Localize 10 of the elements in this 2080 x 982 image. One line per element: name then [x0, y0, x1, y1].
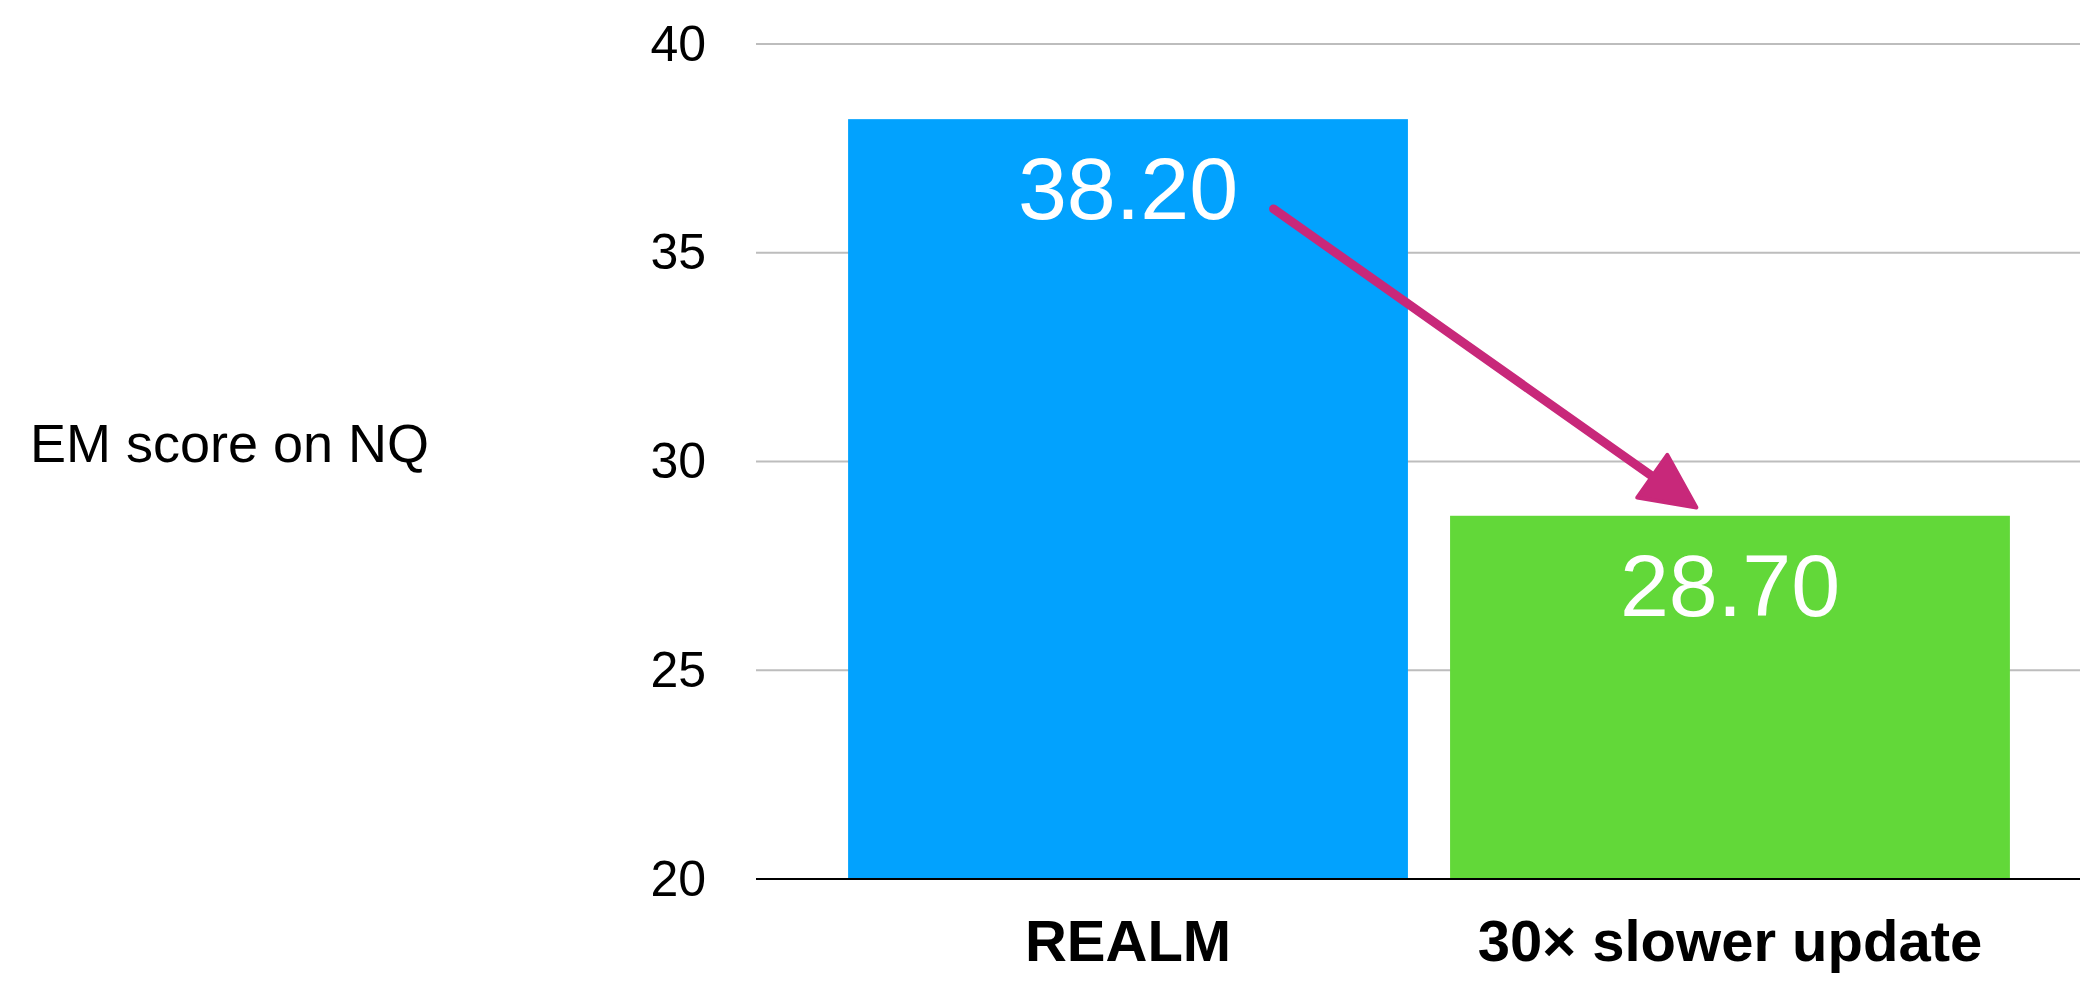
- y-tick-label: 35: [650, 224, 706, 281]
- y-tick-label: 30: [650, 433, 706, 489]
- x-tick-label: 30× slower update: [1477, 908, 1983, 974]
- y-tick-label: 25: [650, 641, 706, 698]
- y-tick-label: 20: [650, 850, 706, 907]
- data-label: 28.70: [1619, 535, 1841, 635]
- data-label: 38.20: [1017, 139, 1239, 239]
- x-tick-label: REALM: [1024, 908, 1232, 974]
- y-axis-title: EM score on NQ: [30, 413, 430, 473]
- y-tick-label: 40: [650, 15, 706, 72]
